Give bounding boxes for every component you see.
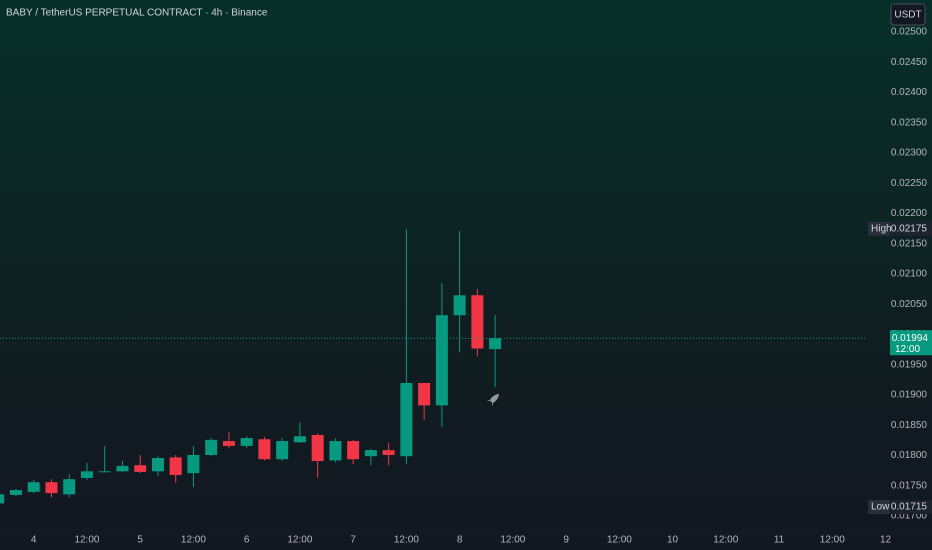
y-tick-label: 0.02250 bbox=[891, 178, 928, 189]
candle-body bbox=[453, 295, 466, 316]
x-tick-label: 8 bbox=[457, 535, 463, 546]
y-tick-label: 0.02100 bbox=[891, 269, 928, 280]
x-tick-label: 12:00 bbox=[394, 535, 419, 546]
y-tick-label: 0.01950 bbox=[891, 359, 928, 370]
low-value-box bbox=[891, 500, 932, 515]
low-value-label: 0.01715 bbox=[891, 502, 928, 513]
last-price-box bbox=[890, 330, 932, 356]
y-tick-label: 0.02150 bbox=[891, 238, 928, 249]
candle-body bbox=[187, 454, 200, 474]
x-tick-label: 6 bbox=[244, 535, 250, 546]
rocket-icon[interactable] bbox=[486, 391, 502, 407]
y-tick-label: 0.02200 bbox=[891, 208, 928, 219]
y-tick-label: 0.02500 bbox=[891, 27, 928, 38]
candle-body bbox=[489, 338, 502, 350]
y-tick-label: 0.01750 bbox=[891, 480, 928, 491]
high-value-box bbox=[891, 221, 932, 236]
candle-body bbox=[240, 438, 253, 446]
candle-body bbox=[471, 295, 484, 349]
x-tick-label: 5 bbox=[137, 535, 143, 546]
candle-body bbox=[98, 471, 111, 473]
countdown-label: 12:00 bbox=[895, 344, 920, 355]
x-tick-label: 12:00 bbox=[713, 535, 738, 546]
candle-body bbox=[347, 441, 360, 460]
candle-body bbox=[418, 382, 431, 406]
x-tick-label: 12:00 bbox=[287, 535, 312, 546]
candle-body bbox=[276, 441, 289, 460]
candle-body bbox=[134, 465, 147, 472]
y-tick-label: 0.01800 bbox=[891, 450, 928, 461]
last-price-label: 0.01994 bbox=[892, 333, 929, 344]
high-tag-label: High bbox=[871, 223, 892, 234]
x-tick-label: 4 bbox=[31, 535, 37, 546]
x-tick-label: 12:00 bbox=[181, 535, 206, 546]
y-tick-label: 0.02400 bbox=[891, 87, 928, 98]
candle-body bbox=[258, 439, 271, 460]
x-tick-label: 9 bbox=[563, 535, 569, 546]
currency-button[interactable] bbox=[890, 3, 926, 26]
y-tick-label: 0.01900 bbox=[891, 390, 928, 401]
candle-body bbox=[63, 479, 76, 495]
x-tick-label: 10 bbox=[667, 535, 679, 546]
currency-label[interactable]: USDT bbox=[894, 10, 921, 21]
candle-body bbox=[9, 490, 22, 495]
candle-body bbox=[293, 436, 306, 443]
chart-title: BABY / TetherUS PERPETUAL CONTRACT · 4h … bbox=[6, 8, 268, 19]
y-tick-label: 0.01850 bbox=[891, 420, 928, 431]
candle-body bbox=[80, 471, 93, 478]
x-tick-label: 11 bbox=[774, 535, 785, 546]
x-tick-label: 7 bbox=[350, 535, 356, 546]
candle-body bbox=[382, 450, 395, 455]
candle-body bbox=[45, 482, 58, 494]
candle-body bbox=[0, 494, 5, 504]
low-tag-label: Low bbox=[871, 502, 890, 513]
y-tick-label: 0.02050 bbox=[891, 299, 928, 310]
y-tick-label: 0.02450 bbox=[891, 57, 928, 68]
candle-body bbox=[329, 441, 342, 461]
candle-body bbox=[400, 382, 413, 457]
high-value-label: 0.02175 bbox=[891, 223, 928, 234]
x-tick-label: 12:00 bbox=[74, 535, 99, 546]
high-tag-box bbox=[868, 221, 890, 236]
candle-body bbox=[151, 458, 164, 472]
candle-body bbox=[27, 482, 40, 492]
x-tick-label: 12:00 bbox=[607, 535, 632, 546]
x-tick-label: 12:00 bbox=[500, 535, 525, 546]
low-tag-box bbox=[868, 500, 890, 515]
x-tick-label: 12 bbox=[880, 535, 892, 546]
candle-body bbox=[222, 441, 235, 446]
candle-body bbox=[169, 457, 182, 475]
candle-body bbox=[364, 450, 377, 457]
candle-body bbox=[205, 439, 218, 455]
candle-body bbox=[116, 465, 129, 472]
x-tick-label: 12:00 bbox=[820, 535, 845, 546]
y-tick-label: 0.01700 bbox=[891, 511, 928, 522]
y-tick-label: 0.02300 bbox=[891, 148, 928, 159]
candle-body bbox=[435, 315, 448, 406]
candle-body bbox=[311, 435, 324, 462]
y-tick-label: 0.02350 bbox=[891, 117, 928, 128]
